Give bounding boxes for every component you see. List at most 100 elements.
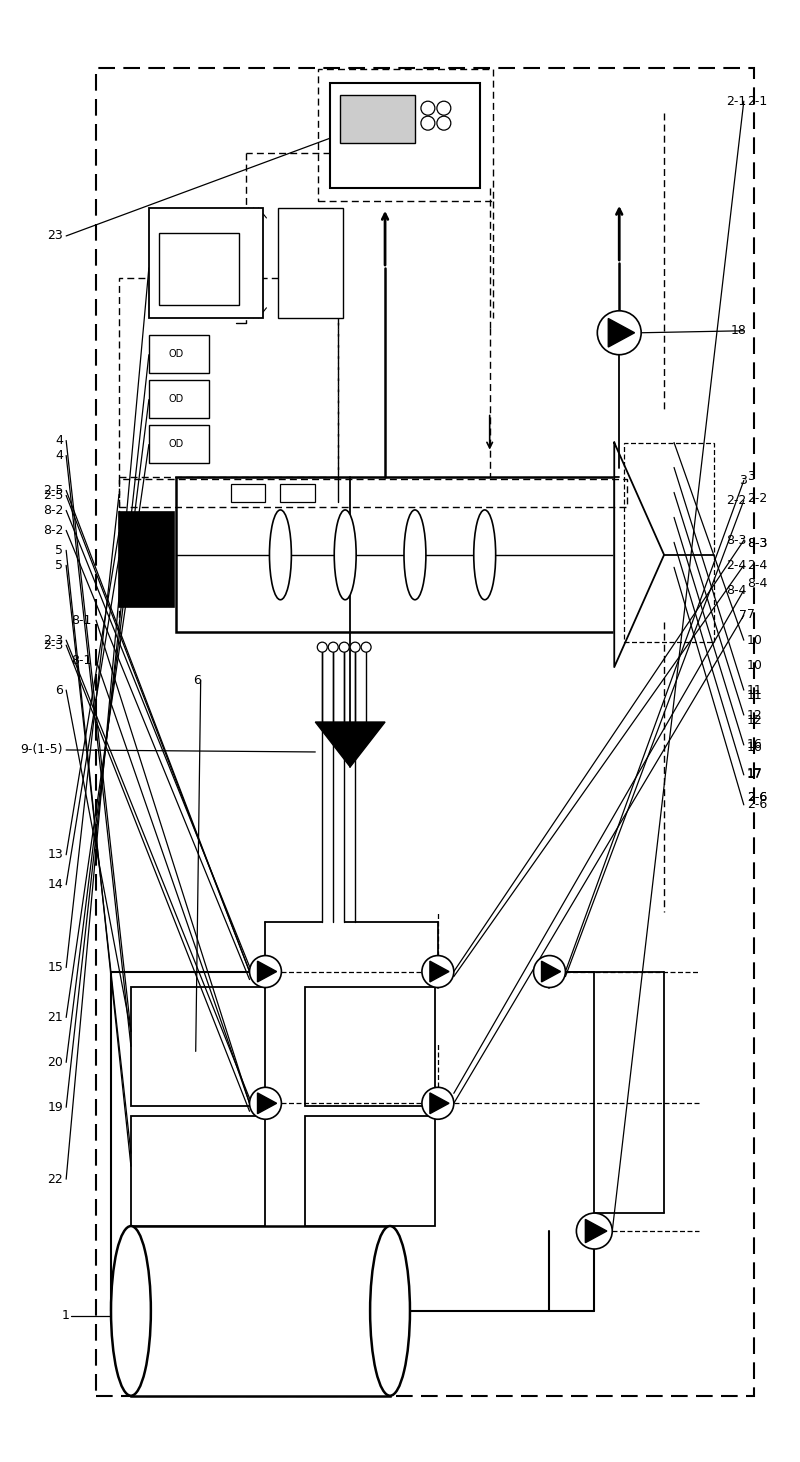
Polygon shape [315, 722, 385, 768]
Polygon shape [542, 961, 561, 982]
Bar [318, 69, 493, 200]
Text: 17: 17 [746, 768, 762, 781]
Text: 14: 14 [47, 879, 63, 892]
Text: 4: 4 [55, 449, 63, 462]
Bar [230, 484, 266, 503]
Polygon shape [258, 1094, 277, 1114]
Text: 2-5: 2-5 [42, 484, 63, 497]
Ellipse shape [370, 1227, 410, 1396]
Text: 6: 6 [193, 674, 201, 687]
Text: 10: 10 [746, 633, 762, 646]
Polygon shape [614, 443, 664, 667]
Circle shape [421, 115, 435, 130]
Text: 8-2: 8-2 [42, 504, 63, 518]
Text: 22: 22 [47, 1173, 63, 1186]
Bar [149, 380, 209, 418]
Bar [281, 484, 315, 503]
Ellipse shape [270, 510, 291, 599]
Text: 8-1: 8-1 [70, 654, 91, 667]
Ellipse shape [334, 510, 356, 599]
Text: 2-4: 2-4 [726, 558, 746, 572]
Bar [149, 208, 263, 317]
Text: 16: 16 [746, 741, 762, 754]
Bar [340, 95, 415, 143]
Polygon shape [430, 1094, 449, 1114]
Circle shape [422, 956, 454, 987]
Text: 8-4: 8-4 [746, 577, 767, 589]
Bar [131, 987, 266, 1107]
Text: 2-6: 2-6 [746, 798, 767, 811]
Circle shape [328, 642, 338, 652]
Polygon shape [258, 961, 277, 982]
Bar [176, 478, 614, 632]
Circle shape [437, 101, 451, 115]
Polygon shape [586, 1219, 607, 1243]
Text: 4: 4 [55, 434, 63, 447]
Bar [149, 424, 209, 462]
Text: 12: 12 [746, 713, 762, 727]
Bar [119, 480, 627, 507]
Text: 5: 5 [55, 544, 63, 557]
Circle shape [576, 1213, 612, 1249]
Text: 2-6: 2-6 [746, 791, 767, 804]
Text: 2-4: 2-4 [746, 558, 767, 572]
Text: 7: 7 [738, 608, 746, 621]
Text: 2-2: 2-2 [726, 494, 746, 507]
Text: 5: 5 [55, 558, 63, 572]
Text: 17: 17 [746, 769, 762, 781]
Text: 18: 18 [731, 325, 746, 338]
Text: 12: 12 [746, 709, 762, 722]
Ellipse shape [111, 1227, 151, 1396]
Bar [330, 83, 480, 189]
Text: 9-(1-5): 9-(1-5) [21, 744, 63, 756]
Circle shape [361, 642, 371, 652]
Text: 3: 3 [739, 474, 746, 487]
Text: 10: 10 [746, 658, 762, 671]
Circle shape [250, 1088, 282, 1120]
Bar [96, 69, 754, 1396]
Text: 21: 21 [47, 1010, 63, 1023]
Bar [159, 232, 238, 304]
Circle shape [422, 1088, 454, 1120]
Text: 2-1: 2-1 [746, 95, 767, 108]
Text: 11: 11 [746, 684, 762, 696]
Bar [119, 512, 174, 607]
Text: 2-6: 2-6 [746, 791, 767, 804]
Bar [131, 1227, 390, 1396]
Text: 2-5: 2-5 [42, 488, 63, 501]
Text: 11: 11 [746, 689, 762, 702]
Text: 13: 13 [47, 848, 63, 861]
Circle shape [437, 115, 451, 130]
Text: 8-2: 8-2 [42, 523, 63, 537]
Text: OD: OD [168, 439, 183, 449]
Text: 2-1: 2-1 [726, 95, 746, 108]
Text: 15: 15 [47, 961, 63, 974]
Text: 8-3: 8-3 [746, 537, 767, 550]
Circle shape [598, 311, 641, 355]
Text: 8-4: 8-4 [726, 583, 746, 596]
Polygon shape [608, 319, 634, 346]
Bar [119, 278, 338, 478]
Circle shape [339, 642, 349, 652]
Text: OD: OD [168, 349, 183, 358]
Bar [131, 1117, 266, 1227]
Circle shape [250, 956, 282, 987]
Text: 3: 3 [746, 469, 754, 482]
Ellipse shape [404, 510, 426, 599]
Text: 2-3: 2-3 [43, 633, 63, 646]
Text: 16: 16 [746, 738, 762, 751]
Text: 8-1: 8-1 [70, 614, 91, 627]
Text: 23: 23 [47, 230, 63, 243]
Bar [149, 335, 209, 373]
Circle shape [318, 642, 327, 652]
Text: 2-3: 2-3 [43, 639, 63, 652]
Circle shape [350, 642, 360, 652]
Circle shape [421, 101, 435, 115]
Text: 8-3: 8-3 [746, 537, 767, 550]
Text: OD: OD [168, 393, 183, 404]
Text: 7: 7 [746, 608, 754, 621]
Text: 8-3: 8-3 [726, 534, 746, 547]
Text: 2-2: 2-2 [746, 491, 767, 504]
Polygon shape [430, 961, 449, 982]
Text: 1: 1 [62, 1310, 69, 1323]
